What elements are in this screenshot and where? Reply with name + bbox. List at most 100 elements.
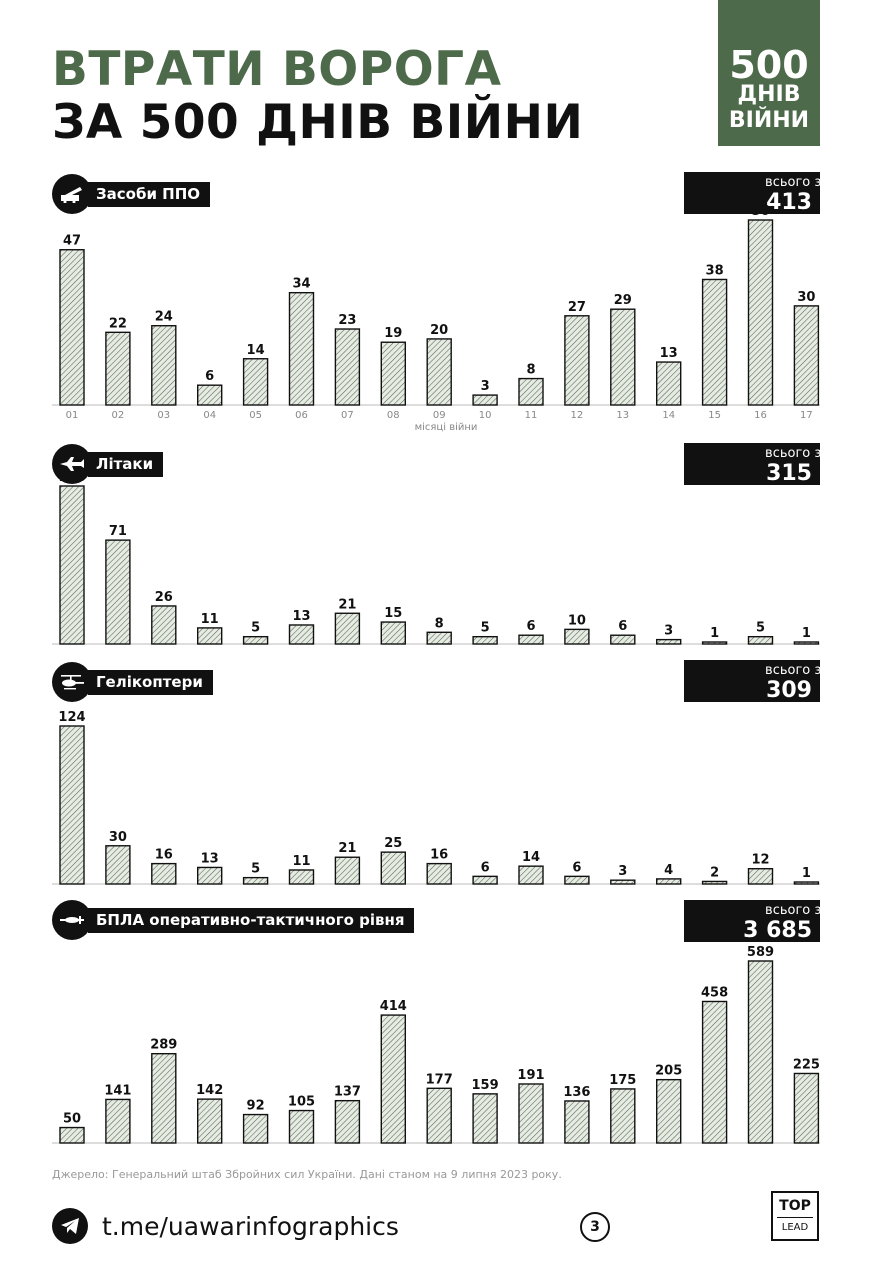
- data-label: 1: [802, 626, 811, 641]
- data-label: 30: [109, 830, 127, 845]
- total-box-aircraft: всього знищено 315: [684, 443, 872, 486]
- bar: [105, 845, 131, 885]
- data-label: 21: [338, 841, 356, 856]
- bar: [610, 879, 636, 885]
- data-label: 25: [384, 836, 402, 851]
- chart-air-defense: 47 01 22 02 24 03 6 04 14 05 34 06 23 07 19 08 20 09 3 10 8 1…: [52, 204, 820, 433]
- data-label: 6: [572, 860, 581, 875]
- total-label: всього знищено: [765, 446, 872, 461]
- chart-helicopters: 124 30 16 13 5 11 21 25 16 6 14 6 3 4 2 12 1: [52, 710, 820, 885]
- x-tick-label: 15: [708, 410, 721, 421]
- bar: [472, 635, 498, 645]
- data-label: 3: [664, 624, 673, 639]
- bar: [196, 384, 223, 406]
- bar: [380, 851, 406, 885]
- total-label: всього знищено: [765, 175, 872, 190]
- data-label: 142: [196, 1083, 223, 1098]
- bar: [105, 331, 131, 406]
- data-label: 1: [802, 866, 811, 881]
- bar: [151, 862, 177, 885]
- drone-icon: [52, 900, 92, 940]
- 500-days-badge: 500 ДНІВ ВІЙНИ: [718, 0, 820, 146]
- data-label: 8: [435, 616, 444, 631]
- data-label: 589: [747, 945, 774, 960]
- bar: [288, 624, 315, 645]
- bar: [656, 638, 682, 645]
- data-label: 5: [251, 862, 260, 877]
- bar: [793, 305, 820, 406]
- chart-aircraft: 10871261151321158561063151: [52, 470, 820, 645]
- data-label: 47: [63, 234, 81, 249]
- x-tick-label: 17: [800, 410, 813, 421]
- data-label: 175: [609, 1073, 636, 1088]
- data-label: 27: [568, 300, 586, 315]
- section-name-drones: БПЛА оперативно-тактичного рівня: [88, 907, 415, 933]
- bar: [426, 862, 452, 885]
- bar: [151, 605, 177, 645]
- data-label: 11: [292, 854, 310, 869]
- data-label: 205: [655, 1064, 682, 1079]
- page-title-line-1: ВТРАТИ ВОРОГА: [52, 42, 502, 97]
- bar: [334, 1099, 361, 1144]
- data-label: 3: [481, 379, 490, 394]
- bar: [242, 635, 269, 645]
- bar: [59, 1126, 85, 1144]
- data-label: 6: [205, 369, 214, 384]
- x-tick-label: 04: [203, 410, 216, 421]
- data-label: 13: [660, 346, 678, 361]
- data-label: 6: [526, 619, 535, 634]
- data-label: 137: [334, 1085, 361, 1100]
- section-name-aircraft: Літаки: [88, 451, 164, 477]
- data-label: 29: [614, 293, 632, 308]
- total-label: всього знищено: [765, 663, 872, 678]
- data-label: 13: [292, 609, 310, 624]
- data-label: 414: [380, 999, 407, 1014]
- bar: [151, 325, 177, 406]
- helicopter-icon: [52, 662, 92, 702]
- bar: [518, 1083, 544, 1144]
- bar: [59, 485, 85, 645]
- x-axis-label: місяці війни: [415, 421, 478, 433]
- data-label: 289: [150, 1038, 177, 1053]
- data-label: 26: [155, 590, 173, 605]
- bar: [59, 725, 85, 885]
- badge-line-3: ВІЙНИ: [728, 108, 810, 133]
- total-label: всього знищено: [765, 903, 872, 918]
- telegram-link[interactable]: t.me/uawarinfographics: [52, 1208, 399, 1244]
- page-title-line-2: ЗА 500 ДНІВ ВІЙНИ: [52, 95, 584, 150]
- data-label: 458: [701, 985, 728, 1000]
- bar: [334, 612, 361, 645]
- data-label: 3: [618, 864, 627, 879]
- section-name-helicopters: Гелікоптери: [88, 669, 213, 695]
- data-label: 22: [109, 316, 127, 331]
- data-label: 14: [247, 343, 265, 358]
- bar: [747, 635, 774, 645]
- section-name-air-defense: Засоби ППО: [88, 181, 211, 207]
- bar: [105, 1098, 131, 1144]
- bar: [747, 868, 774, 885]
- bar: [747, 219, 774, 406]
- x-tick-label: 09: [433, 410, 446, 421]
- total-value-aircraft: 315: [766, 461, 812, 486]
- bar: [701, 641, 728, 645]
- data-label: 12: [751, 853, 769, 868]
- bar: [242, 358, 269, 406]
- data-label: 177: [426, 1072, 453, 1087]
- bar: [793, 641, 820, 645]
- x-tick-label: 12: [571, 410, 584, 421]
- bar: [380, 341, 406, 406]
- bar: [242, 876, 269, 885]
- data-label: 6: [618, 619, 627, 634]
- x-tick-label: 10: [479, 410, 492, 421]
- data-label: 20: [430, 323, 448, 338]
- bar: [793, 1072, 820, 1144]
- bar: [288, 1109, 315, 1144]
- data-label: 92: [247, 1099, 265, 1114]
- total-value-drones: 3 685: [743, 918, 812, 943]
- bar: [610, 1088, 636, 1144]
- bar: [518, 634, 544, 645]
- logo-top-text: TOP: [779, 1198, 811, 1214]
- bar: [426, 631, 452, 645]
- x-tick-label: 07: [341, 410, 354, 421]
- bar: [472, 1093, 498, 1144]
